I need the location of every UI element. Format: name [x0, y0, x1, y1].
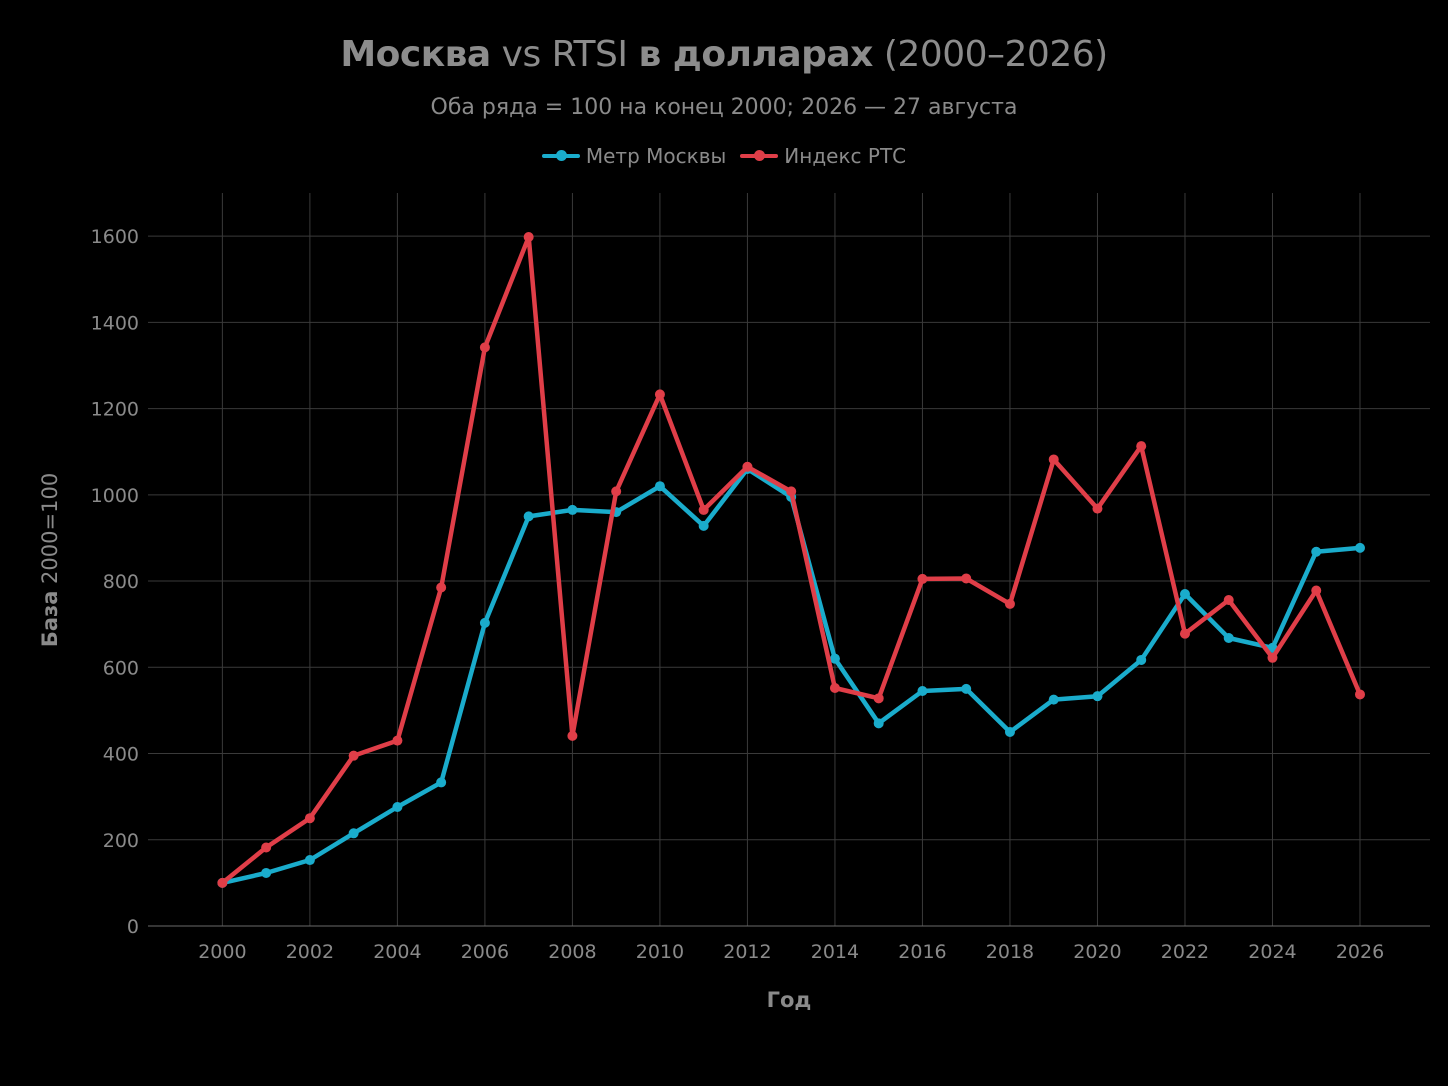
data-point-1-2005: [436, 582, 447, 593]
y-tick-label-1400: 1400: [91, 312, 139, 334]
data-point-1-2009: [611, 486, 622, 497]
data-point-1-2008: [567, 730, 578, 741]
x-tick-label-2024: 2024: [1248, 941, 1296, 963]
series-layer: [217, 231, 1365, 888]
x-tick-label-2020: 2020: [1073, 941, 1121, 963]
data-point-1-2019: [1048, 454, 1059, 465]
data-point-1-2014: [829, 682, 840, 693]
x-tick-label-2014: 2014: [811, 941, 859, 963]
x-tick-label-2010: 2010: [636, 941, 684, 963]
x-tick-label-2008: 2008: [548, 941, 596, 963]
data-point-0-2001: [261, 867, 272, 878]
x-tick-label-2006: 2006: [461, 941, 509, 963]
data-point-1-2017: [961, 573, 972, 584]
data-point-1-2000: [217, 877, 228, 888]
legend-item-rts[interactable]: Индекс РТС: [740, 144, 906, 168]
legend-item-moscow[interactable]: Метр Москвы: [541, 144, 727, 168]
y-tick-label-1200: 1200: [91, 399, 139, 421]
data-point-0-2014: [829, 653, 840, 664]
data-point-1-2011: [698, 504, 709, 515]
x-tick-label-2018: 2018: [986, 941, 1034, 963]
data-point-1-2007: [523, 231, 534, 242]
chart-subtitle: Оба ряда = 100 на конец 2000; 2026 — 27 …: [430, 95, 1018, 120]
data-point-0-2007: [523, 511, 534, 522]
data-point-1-2004: [392, 735, 403, 746]
legend-label-rts: Индекс РТС: [784, 144, 907, 168]
legend-label-moscow: Метр Москвы: [585, 144, 727, 168]
y-tick-label-0: 0: [127, 916, 139, 938]
data-point-0-2018: [1004, 726, 1015, 737]
data-point-0-2020: [1092, 691, 1103, 702]
grid: [148, 193, 1430, 927]
legend-swatch-moscow: [541, 150, 580, 161]
x-tick-label-2000: 2000: [198, 941, 246, 963]
data-point-1-2013: [786, 486, 797, 497]
data-point-1-2003: [348, 750, 359, 761]
data-point-0-2016: [917, 686, 928, 697]
data-point-1-2024: [1267, 652, 1278, 663]
y-tick-label-400: 400: [103, 744, 139, 766]
y-tick-label-1600: 1600: [91, 226, 139, 248]
data-point-1-2021: [1136, 441, 1147, 452]
data-point-0-2023: [1223, 632, 1234, 643]
data-point-1-2012: [742, 461, 753, 472]
data-point-1-2010: [654, 389, 665, 400]
data-point-0-2004: [392, 801, 403, 812]
data-point-1-2020: [1092, 503, 1103, 514]
data-point-0-2026: [1354, 542, 1365, 553]
data-point-0-2017: [961, 683, 972, 694]
legend: Метр Москвы Индекс РТС: [0, 144, 1448, 168]
data-point-0-2019: [1048, 694, 1059, 705]
data-point-1-2026: [1354, 689, 1365, 700]
series-line-1: [220, 234, 1363, 886]
data-point-0-2006: [479, 617, 490, 628]
data-point-1-2001: [261, 842, 272, 853]
x-axis-label: Год: [766, 988, 812, 1012]
x-tick-label-2012: 2012: [723, 941, 771, 963]
data-point-0-2025: [1311, 546, 1322, 557]
x-tick-label-2004: 2004: [373, 941, 421, 963]
data-point-1-2006: [479, 342, 490, 353]
axes: 2000 2002 2004 2006 2008 2010 2012 2014 2016 2018…: [91, 226, 1385, 963]
data-point-0-2022: [1179, 588, 1190, 599]
data-point-1-2022: [1179, 628, 1190, 639]
y-tick-label-1000: 1000: [91, 485, 139, 507]
data-point-0-2005: [436, 777, 447, 788]
x-tick-label-2016: 2016: [898, 941, 946, 963]
data-point-0-2008: [567, 504, 578, 515]
data-point-1-2002: [304, 813, 315, 824]
y-tick-label-800: 800: [103, 571, 139, 593]
x-tick-label-2026: 2026: [1336, 941, 1384, 963]
data-point-0-2015: [873, 718, 884, 729]
data-point-1-2016: [917, 573, 928, 584]
data-point-0-2021: [1136, 654, 1147, 665]
x-tick-label-2002: 2002: [286, 941, 334, 963]
x-tick-label-2022: 2022: [1161, 941, 1209, 963]
data-point-1-2018: [1004, 598, 1015, 609]
data-point-1-2025: [1311, 585, 1322, 596]
series-line-0: [220, 466, 1363, 886]
y-tick-label-600: 600: [103, 657, 139, 679]
data-point-1-2023: [1223, 595, 1234, 606]
data-point-0-2010: [654, 481, 665, 492]
data-point-0-2002: [304, 855, 315, 866]
data-point-0-2003: [348, 828, 359, 839]
legend-swatch-rts: [740, 150, 779, 161]
y-tick-label-200: 200: [103, 830, 139, 852]
chart-title: Москва vs RTSI в долларах (2000–2026): [340, 34, 1108, 75]
data-point-1-2015: [873, 693, 884, 704]
data-point-0-2011: [698, 520, 709, 531]
